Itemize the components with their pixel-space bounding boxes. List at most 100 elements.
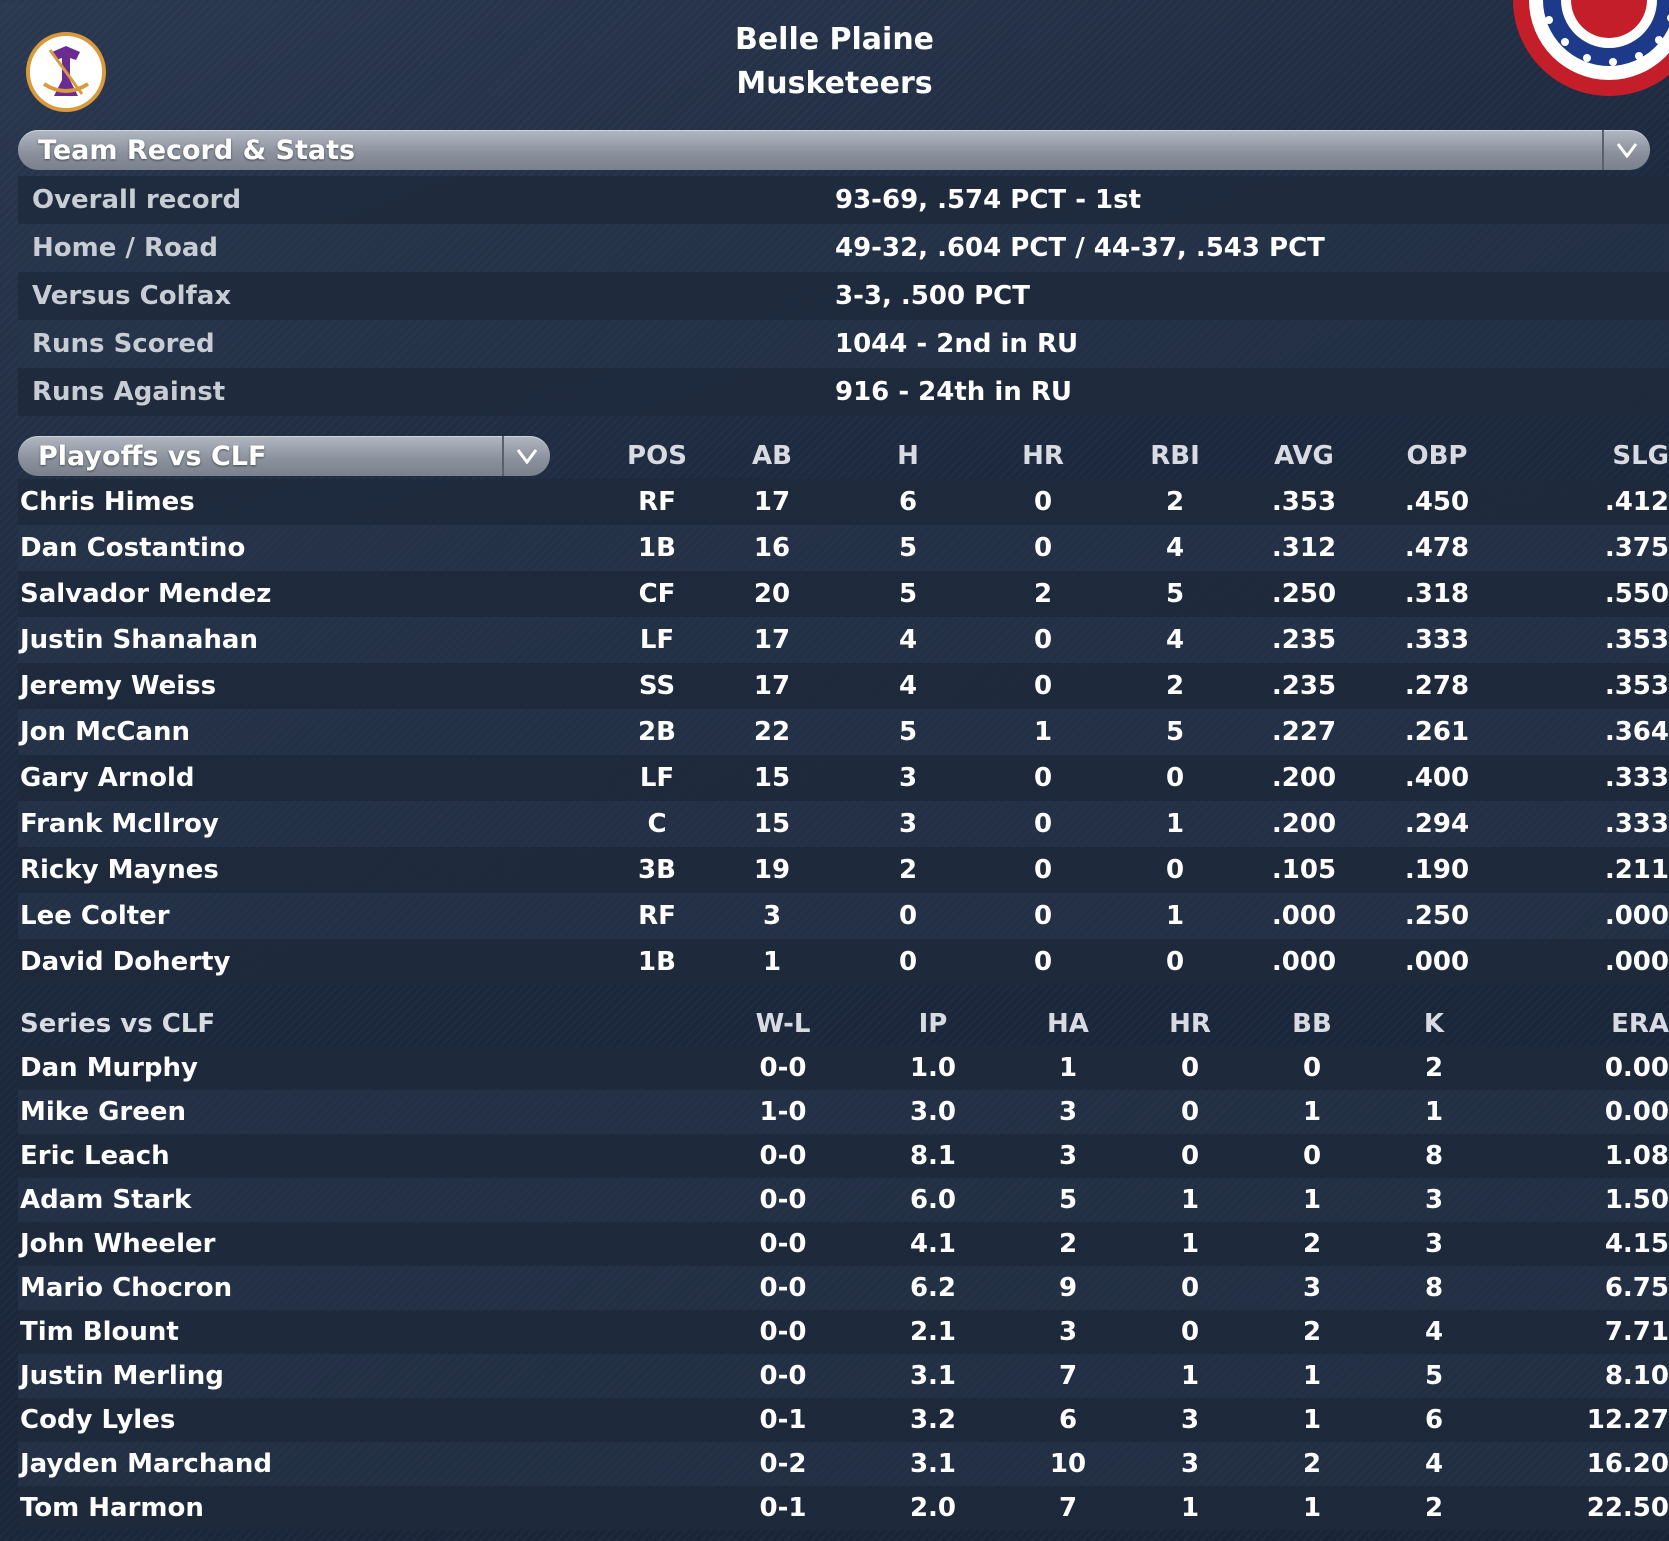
pitcher-row[interactable]: Cody Lyles 0-1 3.2 6 3 1 6 12.27 [18, 1398, 1669, 1442]
stat-cell: C [647, 809, 667, 839]
stat-cell: 0 [898, 947, 918, 977]
player-name[interactable]: Adam Stark [20, 1185, 192, 1215]
player-name[interactable]: Frank McIlroy [20, 809, 219, 839]
player-name[interactable]: Gary Arnold [20, 763, 195, 793]
pitcher-row[interactable]: Justin Merling 0-0 3.1 7 1 1 5 8.10 [18, 1354, 1669, 1398]
stat-cell: 0 [1033, 625, 1053, 655]
stat-cell: 19 [753, 855, 791, 885]
player-name[interactable]: Chris Himes [20, 487, 195, 517]
pitcher-row[interactable]: Dan Murphy 0-0 1.0 1 0 0 2 0.00 [18, 1046, 1669, 1090]
stat-cell: 5 [1058, 1185, 1078, 1215]
column-header[interactable]: RBI [1150, 441, 1200, 471]
column-header[interactable]: BB [1292, 1009, 1332, 1039]
stat-cell: .000 [1604, 901, 1669, 931]
record-row: Home / Road 49-32, .604 PCT / 44-37, .54… [18, 224, 1669, 272]
stat-cell: 3.1 [909, 1449, 957, 1479]
player-name[interactable]: Jon McCann [20, 717, 191, 747]
player-name[interactable]: Salvador Mendez [20, 579, 272, 609]
column-header[interactable]: AB [752, 441, 792, 471]
batter-row[interactable]: David Doherty 1B 1 0 0 0 .000 .000 .000 [18, 939, 1669, 985]
player-name[interactable]: Mike Green [20, 1097, 187, 1127]
stat-cell: .227 [1271, 717, 1337, 747]
stat-cell: 4 [1165, 625, 1185, 655]
stat-cell: 3 [1058, 1141, 1078, 1171]
stat-cell: 8.10 [1604, 1361, 1669, 1391]
batter-row[interactable]: Justin Shanahan LF 17 4 0 4 .235 .333 .353 [18, 617, 1669, 663]
column-header[interactable]: HA [1047, 1009, 1089, 1039]
stat-cell: 3B [638, 855, 676, 885]
team-record-dropdown-label: Team Record & Stats [38, 135, 356, 166]
stat-cell: 17 [753, 487, 791, 517]
player-name[interactable]: Dan Murphy [20, 1053, 198, 1083]
chevron-down-icon[interactable] [502, 436, 550, 476]
player-name[interactable]: Jayden Marchand [20, 1449, 273, 1479]
pitcher-row[interactable]: Tom Harmon 0-1 2.0 7 1 1 2 22.50 [18, 1486, 1669, 1530]
stat-cell: 6.75 [1604, 1273, 1669, 1303]
stat-cell: 0 [1033, 487, 1053, 517]
pitcher-row[interactable]: Eric Leach 0-0 8.1 3 0 0 8 1.08 [18, 1134, 1669, 1178]
stat-cell: 5 [1165, 717, 1185, 747]
column-header[interactable]: POS [627, 441, 687, 471]
team-record-dropdown[interactable]: Team Record & Stats [18, 130, 1650, 170]
stat-cell: 2.1 [909, 1317, 957, 1347]
column-header[interactable]: HR [1022, 441, 1064, 471]
player-name[interactable]: Justin Merling [20, 1361, 224, 1391]
stat-cell: 1 [1180, 1185, 1200, 1215]
stat-cell: 1 [1302, 1405, 1322, 1435]
playoffs-filter-dropdown[interactable]: Playoffs vs CLF [18, 436, 550, 476]
player-name[interactable]: Tom Harmon [20, 1493, 204, 1523]
stat-cell: 1-0 [759, 1097, 807, 1127]
pitcher-row[interactable]: Tim Blount 0-0 2.1 3 0 2 4 7.71 [18, 1310, 1669, 1354]
player-name[interactable]: Mario Chocron [20, 1273, 233, 1303]
batter-row[interactable]: Gary Arnold LF 15 3 0 0 .200 .400 .333 [18, 755, 1669, 801]
stat-cell: 4.15 [1604, 1229, 1669, 1259]
batter-row[interactable]: Ricky Maynes 3B 19 2 0 0 .105 .190 .211 [18, 847, 1669, 893]
player-name[interactable]: John Wheeler [20, 1229, 216, 1259]
stat-cell: 6 [1424, 1405, 1444, 1435]
column-header[interactable]: OBP [1406, 441, 1468, 471]
batter-row[interactable]: Jon McCann 2B 22 5 1 5 .227 .261 .364 [18, 709, 1669, 755]
column-header[interactable]: H [897, 441, 919, 471]
stat-cell: 3.1 [909, 1361, 957, 1391]
player-name[interactable]: Jeremy Weiss [20, 671, 217, 701]
batter-row[interactable]: Dan Costantino 1B 16 5 0 4 .312 .478 .375 [18, 525, 1669, 571]
batting-header-row: Playoffs vs CLF POS AB H HR RBI AVG OBP … [18, 433, 1669, 479]
batter-row[interactable]: Salvador Mendez CF 20 5 2 5 .250 .318 .550 [18, 571, 1669, 617]
stat-cell: 5 [898, 717, 918, 747]
player-name[interactable]: David Doherty [20, 947, 231, 977]
batter-row[interactable]: Frank McIlroy C 15 3 0 1 .200 .294 .333 [18, 801, 1669, 847]
player-name[interactable]: Tim Blount [20, 1317, 179, 1347]
batter-row[interactable]: Lee Colter RF 3 0 0 1 .000 .250 .000 [18, 893, 1669, 939]
player-name[interactable]: Eric Leach [20, 1141, 170, 1171]
musketeer-logo-icon[interactable] [26, 32, 106, 112]
pitcher-row[interactable]: Jayden Marchand 0-2 3.1 10 3 2 4 16.20 [18, 1442, 1669, 1486]
stat-cell: .333 [1404, 625, 1470, 655]
column-header[interactable]: ERA [1611, 1009, 1669, 1039]
pitcher-row[interactable]: Adam Stark 0-0 6.0 5 1 1 3 1.50 [18, 1178, 1669, 1222]
stat-cell: CF [638, 579, 676, 609]
pitching-stats-table: Series vs CLF W-L IP HA HR BB K ERA Dan … [18, 1002, 1669, 1530]
column-header[interactable]: SLG [1612, 441, 1669, 471]
stat-cell: 3 [1424, 1229, 1444, 1259]
column-header[interactable]: IP [918, 1009, 948, 1039]
column-header[interactable]: AVG [1274, 441, 1334, 471]
player-name[interactable]: Ricky Maynes [20, 855, 219, 885]
pitcher-row[interactable]: Mario Chocron 0-0 6.2 9 0 3 8 6.75 [18, 1266, 1669, 1310]
record-label: Home / Road [32, 233, 218, 263]
stat-cell: 10 [1049, 1449, 1087, 1479]
column-header[interactable]: K [1423, 1009, 1445, 1039]
pitcher-row[interactable]: John Wheeler 0-0 4.1 2 1 2 3 4.15 [18, 1222, 1669, 1266]
team-name: Belle Plaine Musketeers [0, 18, 1669, 106]
pitcher-row[interactable]: Mike Green 1-0 3.0 3 0 1 1 0.00 [18, 1090, 1669, 1134]
batter-row[interactable]: Jeremy Weiss SS 17 4 0 2 .235 .278 .353 [18, 663, 1669, 709]
chevron-down-icon[interactable] [1602, 130, 1650, 170]
column-header[interactable]: HR [1169, 1009, 1211, 1039]
player-name[interactable]: Dan Costantino [20, 533, 246, 563]
player-name[interactable]: Lee Colter [20, 901, 170, 931]
stat-cell: 5 [898, 533, 918, 563]
column-header[interactable]: W-L [755, 1009, 811, 1039]
batter-row[interactable]: Chris Himes RF 17 6 0 2 .353 .450 .412 [18, 479, 1669, 525]
player-name[interactable]: Justin Shanahan [20, 625, 258, 655]
player-name[interactable]: Cody Lyles [20, 1405, 176, 1435]
stat-cell: 0 [1302, 1141, 1322, 1171]
